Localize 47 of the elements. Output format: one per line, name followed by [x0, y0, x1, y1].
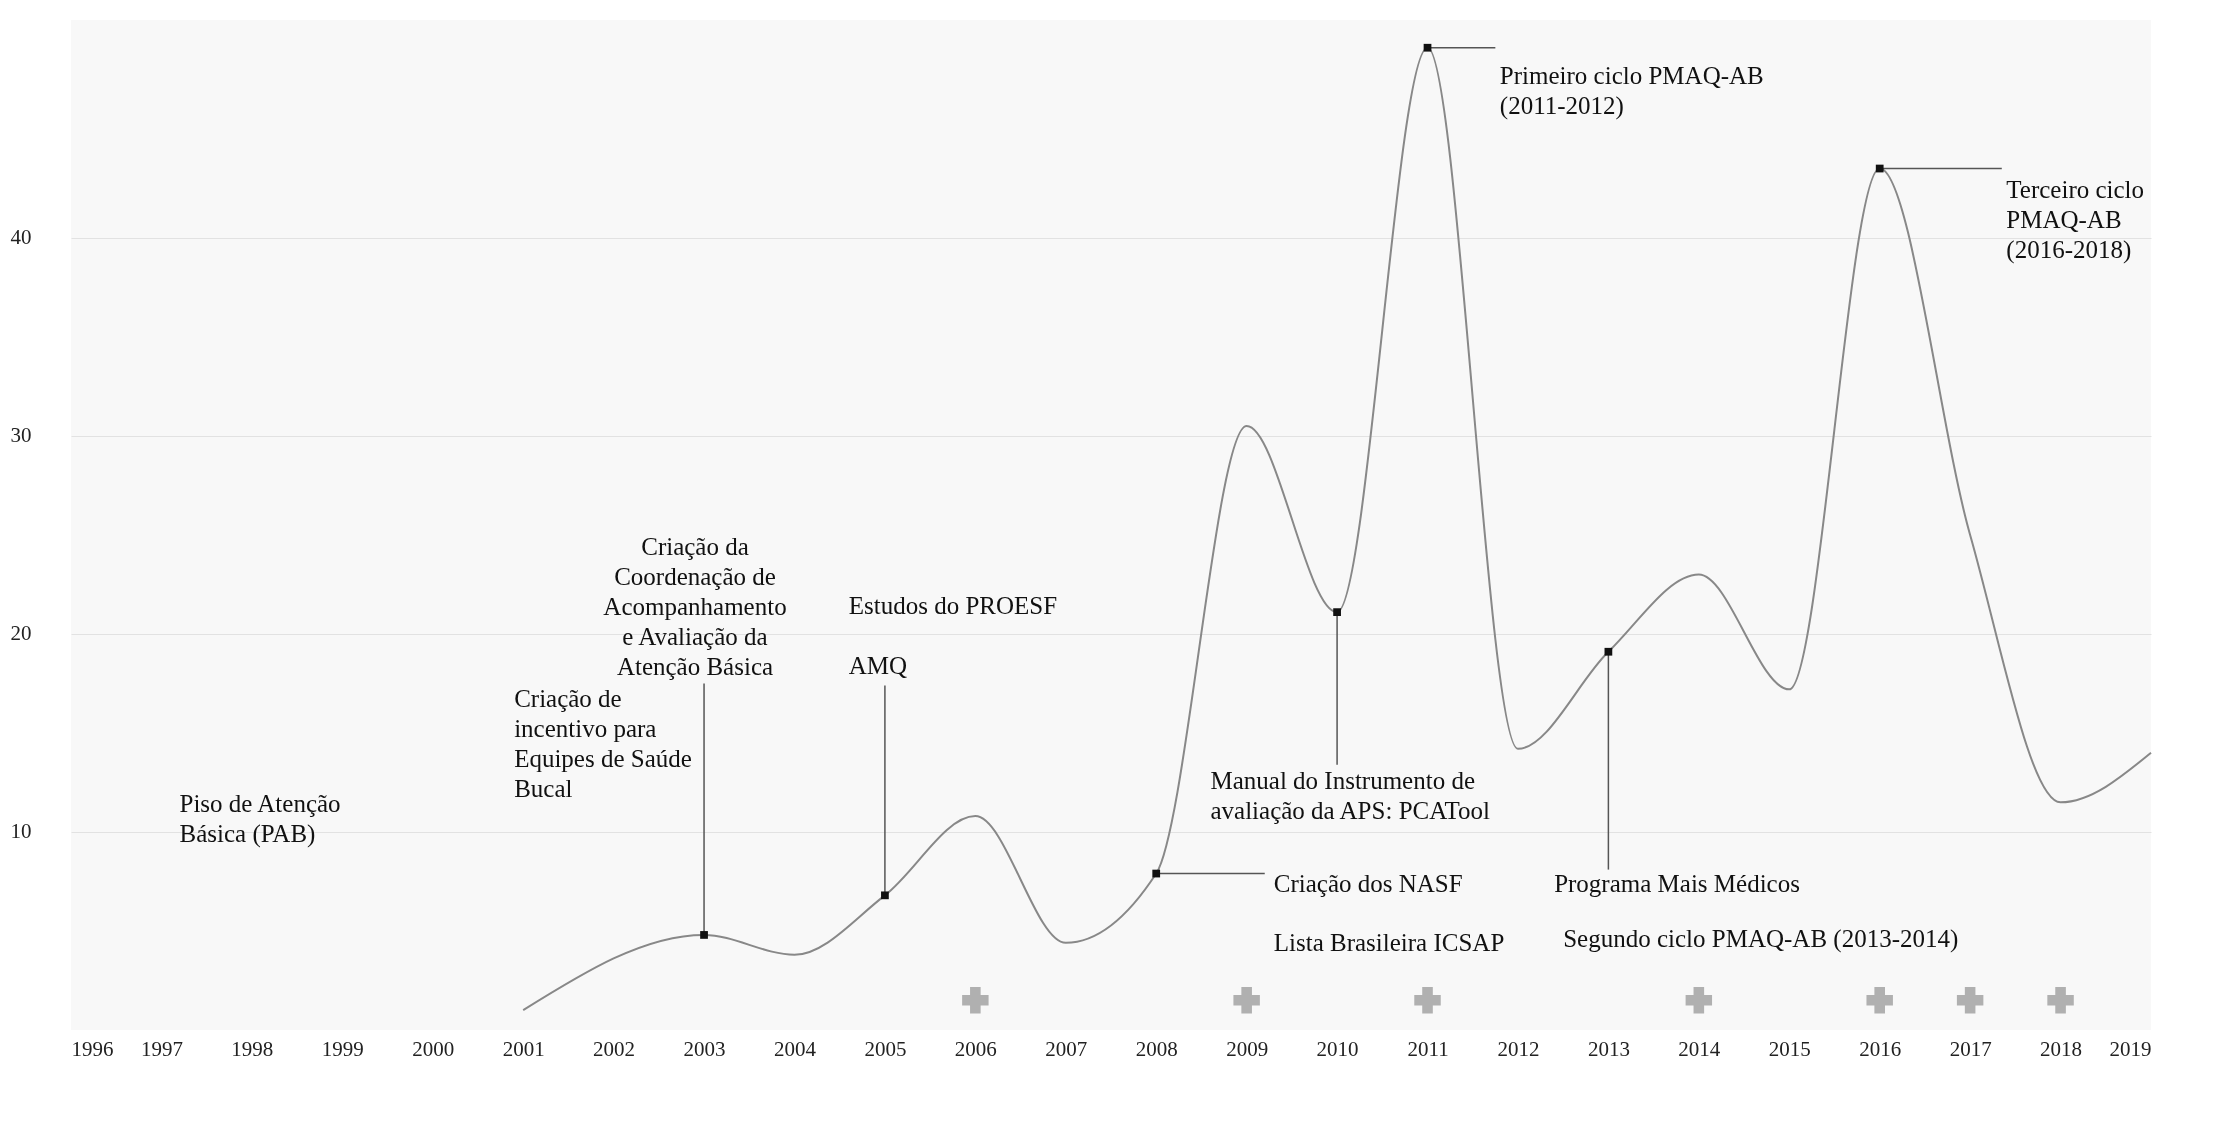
annotation: Manual do Instrumento de avaliação da APS: PCATool [1210, 766, 1491, 824]
annotation: Primeiro ciclo PMAQ-AB (2011-2012) [1499, 61, 1764, 120]
x-tick-label: 2017 [1949, 1036, 1992, 1061]
x-tick-label: 2001 [502, 1036, 545, 1061]
x-tick-label: 2008 [1135, 1036, 1178, 1061]
y-tick-label: 40 [10, 225, 32, 250]
annotation: Criação de incentivo para Equipes de Saúde Bucal [514, 685, 692, 803]
point [962, 987, 989, 1014]
x-tick-label: 1996 [71, 1036, 114, 1061]
annotation: Segundo ciclo PMAQ-AB (2013-2014) [1563, 925, 1959, 954]
x-tick-label: 2003 [683, 1036, 726, 1061]
x-tick-label: 2018 [2040, 1036, 2083, 1061]
point [1866, 987, 1893, 1014]
annotation: Terceiro ciclo PMAQ-AB (2016-2018) [2006, 176, 2145, 265]
x-tick-label: 2010 [1316, 1036, 1359, 1061]
x-tick-label: 2009 [1226, 1036, 1269, 1061]
y-tick-label: 20 [10, 621, 32, 646]
x-tick-label: 2005 [864, 1036, 907, 1061]
x-tick-label: 1998 [231, 1036, 274, 1061]
point [1233, 987, 1260, 1014]
x-tick-label: 2006 [954, 1036, 997, 1061]
x-tick-label: 2013 [1587, 1036, 1630, 1061]
point [1414, 987, 1441, 1014]
y-tick-label: 30 [10, 423, 32, 448]
x-tick-label: 2011 [1407, 1036, 1449, 1061]
annotation: Criação dos NASF [1273, 869, 1463, 897]
point [2047, 987, 2074, 1014]
annotation: Estudos do PROESF [848, 592, 1058, 620]
annotation: Programa Mais Médicos [1554, 869, 1800, 897]
x-tick-label: 2002 [593, 1036, 636, 1061]
annotation: Lista Brasileira ICSAP [1273, 928, 1505, 956]
annotation: Piso de Atenção Básica (PAB) [179, 790, 341, 849]
x-tick-label: 2004 [773, 1036, 817, 1061]
y-tick-label: 10 [10, 819, 32, 844]
x-tick-label: 2007 [1045, 1036, 1088, 1061]
x-tick-label: 2000 [412, 1036, 455, 1061]
annotation: AMQ [848, 651, 908, 679]
x-tick-label: 2015 [1768, 1036, 1811, 1061]
x-tick-label: 1999 [321, 1036, 364, 1061]
annotation: Criação da Coordenação de Acompanhamento e Avaliação da Atenção Básica [603, 532, 787, 680]
x-tick-label: 2014 [1678, 1036, 1721, 1061]
x-tick-label: 2016 [1859, 1036, 1902, 1061]
point [1685, 987, 1713, 1014]
point [1956, 987, 1984, 1014]
x-tick-label: 2012 [1497, 1036, 1540, 1061]
x-tick-label: 2019 [2109, 1036, 2152, 1061]
x-tick-label: 1997 [140, 1036, 183, 1061]
